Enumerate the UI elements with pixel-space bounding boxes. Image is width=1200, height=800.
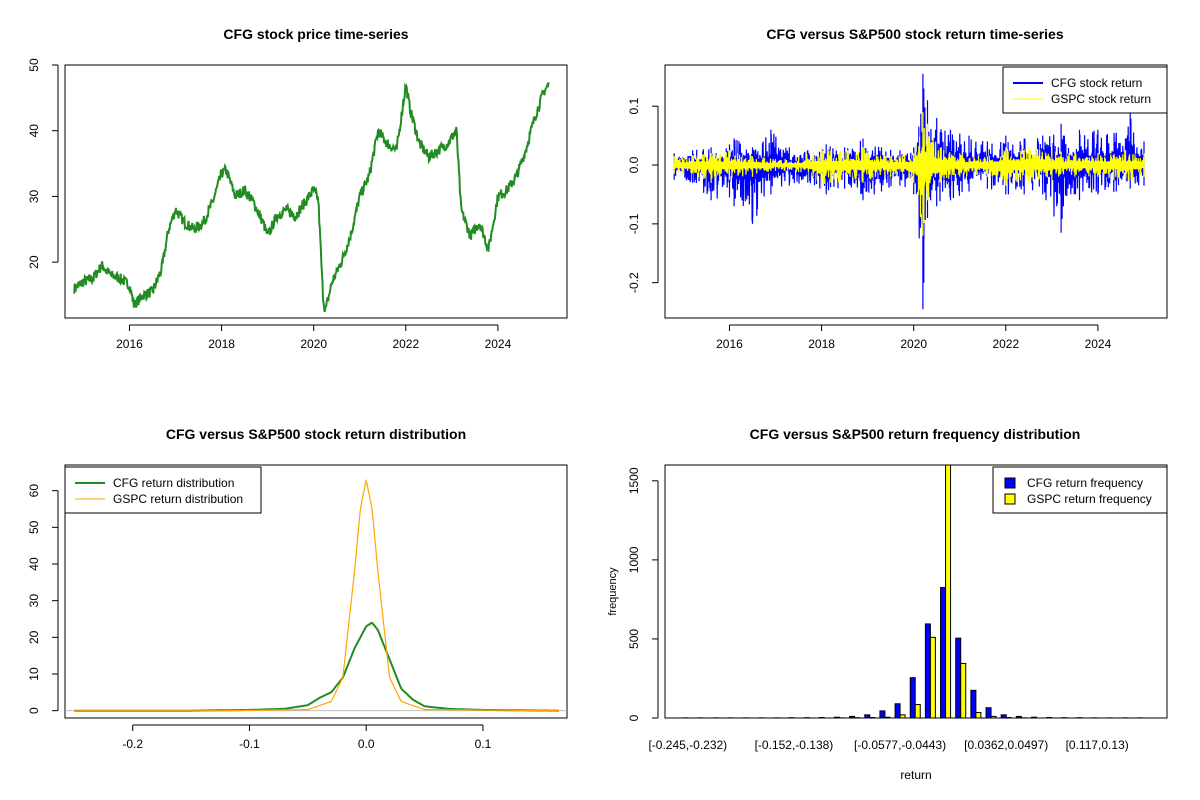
y-tick-label: 0.0 xyxy=(627,156,641,173)
cfg-freq-bar xyxy=(1031,716,1038,719)
legend-label: CFG return frequency xyxy=(1027,476,1143,490)
x-tick-label: -0.1 xyxy=(239,737,260,751)
x-tick-label: [-0.0577,-0.0443) xyxy=(854,738,946,752)
y-tick-label: 0 xyxy=(627,714,641,721)
x-tick-label: 2016 xyxy=(116,337,143,351)
cfg-freq-bar xyxy=(894,703,901,719)
x-tick-label: -0.2 xyxy=(122,737,143,751)
x-tick-label: 2024 xyxy=(485,337,512,351)
cfg-freq-bar xyxy=(970,689,977,719)
y-tick-label: 0 xyxy=(27,707,41,714)
gspc-freq-bar xyxy=(884,716,891,719)
y-tick-label: 20 xyxy=(27,630,41,644)
x-tick-label: [0.0362,0.0497) xyxy=(964,738,1048,752)
chart-title: CFG versus S&P500 stock return distribut… xyxy=(166,426,466,442)
x-tick-label: 2024 xyxy=(1085,337,1112,351)
cfg-density-line xyxy=(74,621,559,712)
cfg-freq-bar xyxy=(1000,714,1007,719)
x-tick-label: [-0.245,-0.232) xyxy=(648,738,727,752)
x-tick-label: 2018 xyxy=(208,337,235,351)
y-tick-label: 20 xyxy=(27,255,41,269)
gspc-freq-bar xyxy=(975,711,982,719)
gspc-return-line xyxy=(673,112,1145,236)
price-line xyxy=(73,82,550,313)
cfg-freq-bar xyxy=(909,677,916,719)
gspc-freq-bar xyxy=(945,464,952,719)
chart-title: CFG versus S&P500 return frequency distr… xyxy=(750,426,1081,442)
x-tick-label: [0.117,0.13) xyxy=(1066,738,1129,752)
y-tick-label: 1000 xyxy=(627,546,641,573)
chart-return-timeseries: CFG versus S&P500 stock return time-seri… xyxy=(627,26,1168,351)
cfg-freq-bar xyxy=(864,714,871,719)
legend-label: CFG return distribution xyxy=(113,476,234,490)
x-tick-label: [-0.152,-0.138) xyxy=(755,738,834,752)
gspc-freq-bar xyxy=(929,636,936,719)
plot-frame xyxy=(64,64,568,319)
gspc-density-line xyxy=(74,478,559,712)
y-tick-label: 40 xyxy=(27,557,41,571)
x-axis-title: return xyxy=(900,768,931,782)
gspc-freq-bar xyxy=(960,662,967,719)
y-tick-label: 40 xyxy=(27,124,41,138)
y-tick-label: 500 xyxy=(627,629,641,649)
plot-frame xyxy=(664,64,1168,319)
legend-label: GSPC stock return xyxy=(1051,92,1151,106)
gspc-freq-bar xyxy=(990,715,997,719)
x-tick-label: 0.1 xyxy=(475,737,492,751)
x-tick-label: 2018 xyxy=(808,337,835,351)
chart-return-density: CFG versus S&P500 stock return distribut… xyxy=(27,426,568,751)
cfg-freq-bar xyxy=(985,707,992,719)
legend-box xyxy=(64,466,262,514)
y-axis-title: frequency xyxy=(607,567,619,616)
y-tick-label: 0.1 xyxy=(627,98,641,115)
x-tick-label: 2022 xyxy=(992,337,1019,351)
y-tick-label: -0.2 xyxy=(627,272,641,293)
x-tick-label: 2022 xyxy=(392,337,419,351)
y-tick-label: 50 xyxy=(27,520,41,534)
chart-title: CFG stock price time-series xyxy=(223,26,408,42)
cfg-freq-bar xyxy=(849,715,856,719)
legend-box xyxy=(992,466,1168,514)
y-tick-label: 30 xyxy=(27,189,41,203)
plot-frame xyxy=(64,464,568,719)
y-tick-label: 60 xyxy=(27,484,41,498)
cfg-freq-bar xyxy=(924,623,931,719)
y-tick-label: 1500 xyxy=(627,467,641,494)
x-tick-label: 0.0 xyxy=(358,737,375,751)
cfg-freq-bar xyxy=(955,637,962,719)
gspc-freq-bar xyxy=(899,714,906,719)
cfg-freq-bar xyxy=(833,716,840,719)
legend-box xyxy=(1002,66,1168,114)
y-tick-label: 50 xyxy=(27,58,41,72)
legend-swatch xyxy=(1004,493,1016,505)
legend-label: GSPC return distribution xyxy=(113,492,243,506)
x-tick-label: 2016 xyxy=(716,337,743,351)
cfg-freq-bar xyxy=(879,710,886,719)
chart-return-frequency: CFG versus S&P500 return frequency distr… xyxy=(607,426,1168,782)
legend-swatch xyxy=(1004,477,1016,489)
y-tick-label: -0.1 xyxy=(627,213,641,234)
y-tick-label: 10 xyxy=(27,667,41,681)
chart-title: CFG versus S&P500 stock return time-seri… xyxy=(766,26,1063,42)
legend-label: CFG stock return xyxy=(1051,76,1142,90)
legend-label: GSPC return frequency xyxy=(1027,492,1152,506)
x-tick-label: 2020 xyxy=(300,337,327,351)
y-tick-label: 30 xyxy=(27,594,41,608)
gspc-freq-bar xyxy=(914,704,921,719)
cfg-freq-bar xyxy=(1015,715,1022,719)
x-tick-label: 2020 xyxy=(900,337,927,351)
cfg-freq-bar xyxy=(940,587,947,719)
